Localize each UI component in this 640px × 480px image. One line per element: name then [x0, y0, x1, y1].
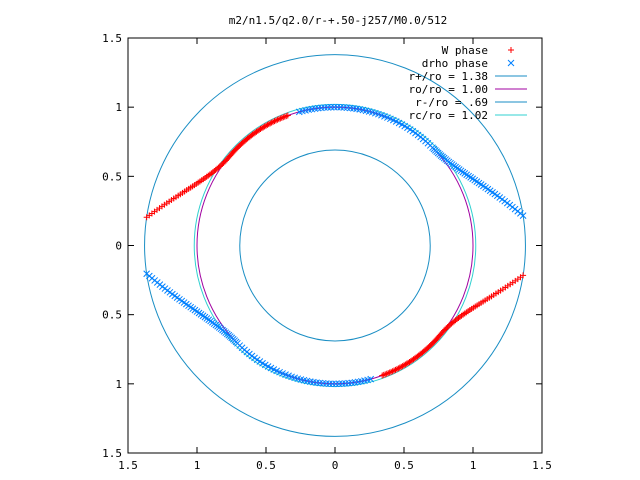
- phase-point: [295, 108, 303, 116]
- phase-point: [270, 118, 277, 125]
- y-tick-label: 1.5: [102, 32, 122, 45]
- y-tick-label: 1: [115, 378, 122, 391]
- x-tick-label: 1: [194, 459, 201, 472]
- phase-point: [272, 117, 279, 124]
- phase-point: [393, 366, 400, 373]
- phase-point: [277, 115, 284, 122]
- y-tick-label: 1.5: [102, 447, 122, 460]
- x-tick-label: 0.5: [394, 459, 414, 472]
- x-tick-label: 0.5: [256, 459, 276, 472]
- phase-point: [278, 114, 285, 121]
- legend-marker: [508, 47, 514, 53]
- phase-point: [330, 103, 338, 111]
- phase-point: [392, 366, 399, 373]
- phase-point: [367, 375, 375, 383]
- phase-point: [268, 119, 275, 126]
- y-tick-label: 0: [115, 240, 122, 253]
- phase-point: [281, 113, 288, 120]
- x-tick-label: 1.5: [532, 459, 552, 472]
- phase-point: [332, 380, 340, 388]
- legend-marker: [507, 59, 515, 67]
- legend-label: rc/ro = 1.02: [409, 109, 488, 122]
- circle-series: [239, 149, 431, 342]
- y-tick-label: 1: [115, 101, 122, 114]
- phase-points: [143, 103, 527, 388]
- circle-series: [144, 54, 526, 437]
- phase-point: [395, 365, 402, 372]
- phase-point: [388, 368, 395, 375]
- x-tick-label: 0: [332, 459, 339, 472]
- phase-point: [379, 372, 386, 379]
- phase-point: [271, 118, 278, 125]
- phase-point: [386, 369, 393, 376]
- phase-point: [389, 368, 396, 375]
- phase-point: [274, 116, 281, 123]
- phase-point: [329, 380, 336, 388]
- circle-series: [196, 106, 474, 385]
- chart-title: m2/n1.5/q2.0/r-+.50-j257/M0.0/512: [229, 14, 448, 27]
- x-tick-label: 1.5: [118, 459, 138, 472]
- phase-point: [383, 370, 390, 377]
- legend-label: r+/ro = 1.38: [409, 70, 488, 83]
- phase-point: [334, 103, 341, 111]
- phase-point: [396, 364, 403, 371]
- phase-point: [284, 112, 291, 119]
- phase-point: [275, 116, 282, 123]
- y-tick-label: 0.5: [102, 309, 122, 322]
- phase-point: [280, 114, 287, 121]
- phase-point: [385, 370, 392, 377]
- phase-point: [382, 371, 389, 378]
- phase-point: [391, 367, 398, 374]
- legend-label: r-/ro = .69: [415, 96, 488, 109]
- legend-label: W phase: [442, 44, 488, 57]
- legend-label: ro/ro = 1.00: [409, 83, 488, 96]
- legend-label: drho phase: [422, 57, 488, 70]
- x-tick-label: 1: [470, 459, 477, 472]
- axis-ticks: 1.5 1 0.5 0 0.5 1 1.51.510.500.511.5: [102, 32, 552, 472]
- y-tick-label: 0.5: [102, 170, 122, 183]
- phase-point: [267, 120, 274, 127]
